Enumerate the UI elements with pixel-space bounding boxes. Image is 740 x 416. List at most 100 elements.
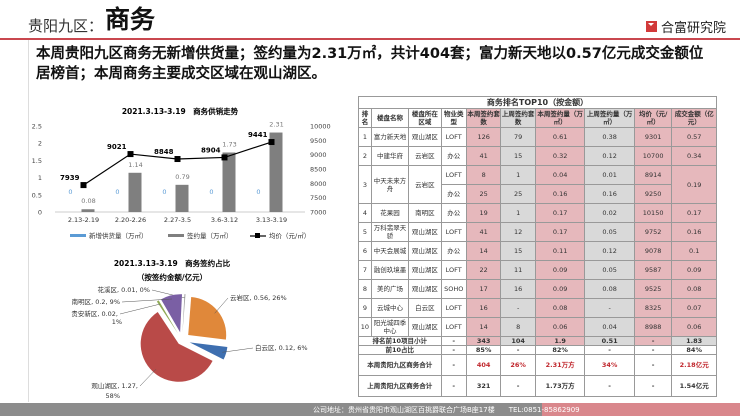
footer-address: 公司地址：贵州省贵阳市观山湖区百挑爵联合广场B座17楼 TEL:0851-858… [313, 406, 580, 414]
summary-label: 上周贵阳九区商务合计 [358, 375, 442, 397]
table-cell: 41 [465, 146, 502, 166]
table-cell: 云城中心 [370, 298, 410, 318]
signed-data-label: 2.31 [269, 121, 283, 129]
legend-label: 新增供货量（万㎡） [89, 231, 148, 240]
pie-data-label: 观山湖区, 1.27, [91, 381, 138, 390]
table-cell: 126 [465, 127, 502, 147]
pie-leader-line [119, 303, 160, 315]
table-cell: 17 [465, 279, 502, 299]
table-cell: 1 [358, 127, 372, 147]
header-divider [0, 38, 740, 40]
x-tick-label: 3.6-3.12 [211, 216, 238, 224]
table-cell: 0.16 [671, 222, 717, 242]
table-cell: 0.06 [671, 317, 717, 337]
price-data-label: 9021 [107, 143, 127, 151]
legend-label: 签约量（万㎡） [187, 231, 233, 240]
table-cell: 0.11 [534, 241, 586, 261]
table-cell: 观山湖区 [408, 222, 442, 242]
table-cell: 22 [465, 260, 502, 280]
table-cell: 9525 [633, 279, 673, 299]
table-cell: - [633, 345, 673, 355]
table-cell: 9301 [633, 127, 673, 147]
summary-label: 排名前10项目小计 [358, 336, 442, 346]
table-cell: 8 [465, 165, 502, 185]
pie-leader-line [214, 297, 229, 314]
table-cell: 2.31万方 [534, 354, 586, 376]
column-header: 上周签约套数 [500, 108, 536, 128]
table-cell: 1.54亿元 [671, 375, 717, 397]
table-cell: 0.01 [584, 165, 635, 185]
table-row: 9 云城中心 白云区 LOFT 16-0.08-8325 0.07 [358, 298, 717, 318]
table-cell: - [584, 375, 635, 397]
table-cell: 41 [465, 222, 502, 242]
table-cell: - [633, 354, 673, 376]
table-cell: 0.34 [671, 146, 717, 166]
table-cell: 0.61 [534, 127, 586, 147]
pie-data-label: 白云区, 0.12, 6% [255, 343, 308, 352]
table-cell: 南明区 [408, 203, 442, 223]
y-tick-label: 0.5 [32, 191, 42, 199]
table-cell: - [440, 345, 467, 355]
table-cell: 0.17 [534, 203, 586, 223]
pie-leader-line [139, 369, 157, 387]
table-cell: 5 [358, 222, 372, 242]
table-cell: 0.04 [584, 317, 635, 337]
table-cell: 办公 [440, 146, 467, 166]
pie-data-label-pct: 58% [106, 392, 120, 400]
table-cell: 85% [465, 345, 502, 355]
table-cell: 0.06 [534, 317, 586, 337]
table-cell: 9 [358, 298, 372, 318]
supply-data-label: 0 [209, 188, 213, 196]
table-cell: 观山湖区 [408, 317, 442, 337]
column-header: 物业类型 [440, 108, 467, 128]
signed-data-label: 1.14 [128, 161, 142, 169]
table-row: 7 融创玖境墨 观山湖区 LOFT 22 11 0.09 0.05 9587 0.09 [358, 260, 717, 280]
summary-row: 排名前10项目小计 -343 104 1.9 0.51-1.83 [358, 336, 717, 346]
table-cell: 404 [465, 354, 502, 376]
summary-row: 本周贵阳九区商务合计 -404 26% 2.31万方 34% -2.18亿元 [358, 354, 717, 376]
table-cell: LOFT [440, 127, 467, 147]
table-cell: 观山湖区 [408, 127, 442, 147]
logo-text: 合富研究院 [660, 21, 726, 36]
column-header: 楼盘名称 [370, 108, 410, 128]
supply-data-label: 0 [256, 188, 260, 196]
table-cell: 11 [500, 260, 536, 280]
table-cell: 10 [358, 317, 372, 337]
page-subtitle: 贵阳九区： [28, 17, 104, 35]
table-cell: 融创玖境墨 [370, 260, 410, 280]
table-cell: LOFT [440, 260, 467, 280]
table-cell: - [584, 345, 635, 355]
top10-table: 商务排名TOP10（按金额） 排名 楼盘名称 楼盘所在区域 物业类型 本周签约套数 上周签约… [358, 96, 717, 397]
table-cell: 9250 [633, 184, 673, 204]
table-cell: 中天会展城 [370, 241, 410, 261]
price-point [127, 151, 134, 158]
table-cell: 321 [465, 375, 502, 397]
pie-slice [161, 294, 183, 333]
table-cell: 1.9 [534, 336, 586, 346]
table-cell: 0.12 [584, 241, 635, 261]
pie-title: 2021.3.13-3.19 商务签约占比 [114, 258, 231, 268]
signed-data-label: 0.08 [81, 197, 95, 205]
logo-icon [645, 21, 657, 32]
table-cell: 10700 [633, 146, 673, 166]
brand-logo: 合富研究院 [645, 17, 726, 36]
summary-text: 本周贵阳九区商务无新增供货量；签约量为2.31万㎡，共计404套；富力新天地以0… [36, 46, 704, 82]
pie-data-label-pct: 1% [112, 318, 122, 326]
table-cell: 8325 [633, 298, 673, 318]
table-cell: - [500, 345, 536, 355]
column-header: 成交金额（亿元） [671, 108, 717, 128]
table-row: 8 美的广场 观山湖区 SOHO 17 16 0.09 0.08 9525 0.08 [358, 279, 717, 299]
table-cell: 12 [500, 222, 536, 242]
table-cell: 阳光城四季中心 [370, 317, 410, 337]
summary-label: 本周贵阳九区商务合计 [358, 354, 442, 376]
price-point [221, 154, 228, 161]
table-cell: 4 [358, 203, 372, 223]
table-cell: LOFT [440, 165, 467, 185]
table-cell: 8988 [633, 317, 673, 337]
left-rule [28, 40, 29, 402]
table-cell: 0.09 [534, 279, 586, 299]
y2-tick-label: 7000 [310, 209, 327, 217]
table-cell: - [500, 375, 536, 397]
table-cell: 0.32 [534, 146, 586, 166]
table-cell: 0.08 [671, 279, 717, 299]
